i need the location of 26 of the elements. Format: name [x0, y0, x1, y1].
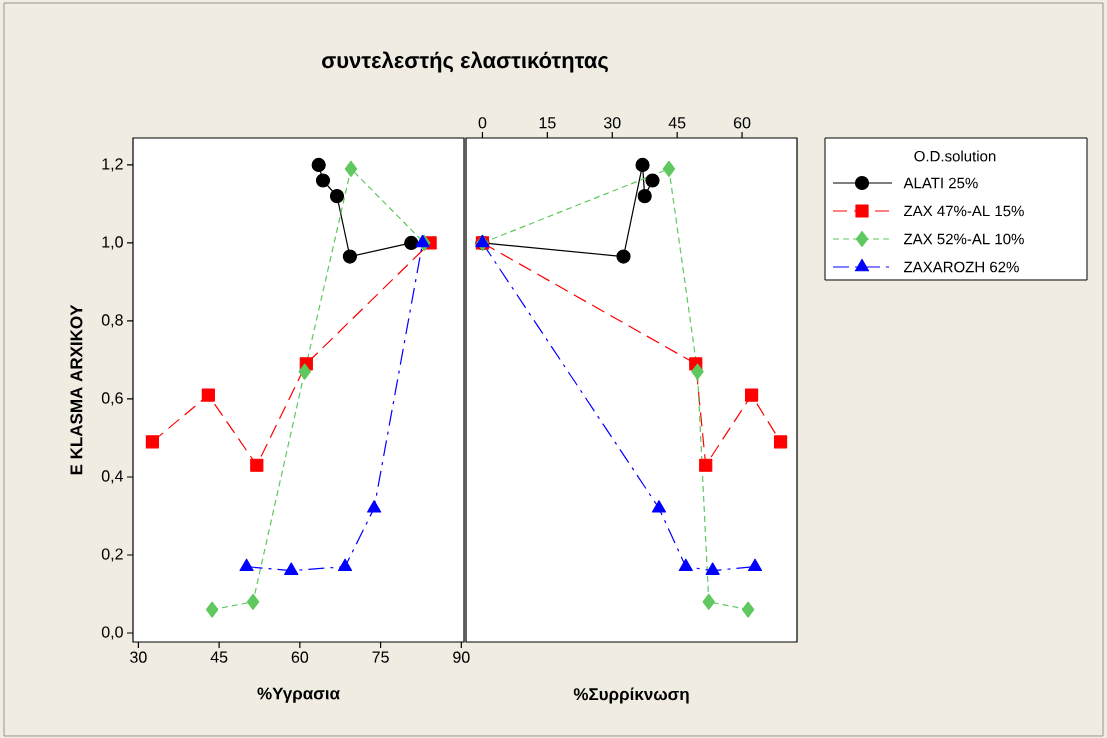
x-tick-label: 45	[210, 651, 228, 663]
x-tick-label: 0	[478, 117, 487, 129]
y-tick-label: 0,0	[101, 626, 123, 640]
y-tick-label: 1,2	[102, 158, 123, 172]
x-tick-label: 30	[603, 117, 621, 129]
x-tick-label: 75	[372, 651, 389, 663]
legend-title: O.D.solution	[914, 150, 996, 162]
x-tick-label: 60	[733, 117, 751, 129]
x-axis-title: %Υγρασια	[257, 687, 340, 703]
x-tick-label: 45	[668, 117, 686, 129]
legend-label: ALATI 25%	[903, 177, 978, 189]
x-tick-label: 90	[453, 651, 470, 663]
x-tick-label: 15	[539, 117, 556, 129]
legend-label: ZAX 47%-AL 15%	[903, 205, 1024, 217]
y-tick-label: 0,2	[101, 548, 123, 562]
y-axis-title: E KLASMA ARXIKOY	[70, 304, 83, 475]
y-tick-label: 0,8	[101, 314, 123, 328]
y-tick-label: 1,0	[102, 236, 123, 250]
legend-label: ZAX 52%-AL 10%	[903, 233, 1024, 245]
legend-label: ZAXAROZH 62%	[903, 261, 1019, 273]
x-tick-label: 60	[291, 651, 309, 663]
x-axis-title: %Συρρίκνωση	[573, 687, 689, 704]
y-tick-label: 0,4	[101, 470, 124, 484]
chart-title: συντελεστής ελαστικότητας	[322, 51, 608, 73]
x-tick-label: 30	[130, 651, 147, 663]
y-tick-label: 0,6	[101, 392, 123, 406]
